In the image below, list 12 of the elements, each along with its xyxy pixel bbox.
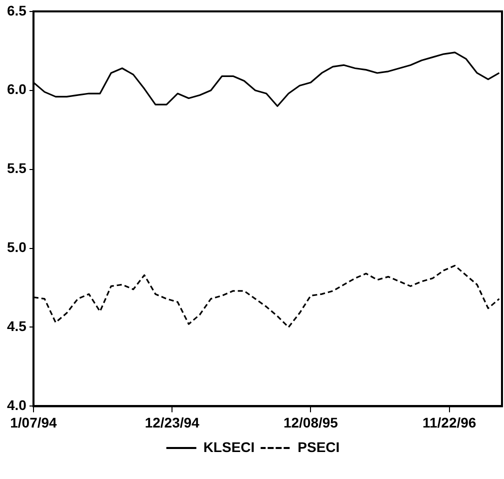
legend-label: PSECI bbox=[298, 438, 340, 455]
y-tick-label: 5.5 bbox=[6, 160, 27, 176]
legend-label: KLSECI bbox=[203, 438, 255, 455]
y-tick-label: 4.5 bbox=[6, 318, 27, 334]
y-tick-label: 6.0 bbox=[6, 81, 27, 98]
x-tick-label: 12/23/94 bbox=[144, 414, 200, 430]
x-tick-label: 12/08/95 bbox=[283, 414, 338, 430]
y-tick-label: 4.0 bbox=[6, 397, 27, 414]
x-tick-label: 1/07/94 bbox=[10, 414, 58, 430]
y-tick-label: 5.0 bbox=[6, 239, 27, 256]
y-tick-label: 6.5 bbox=[6, 2, 27, 18]
x-tick-label: 11/22/96 bbox=[422, 414, 476, 430]
